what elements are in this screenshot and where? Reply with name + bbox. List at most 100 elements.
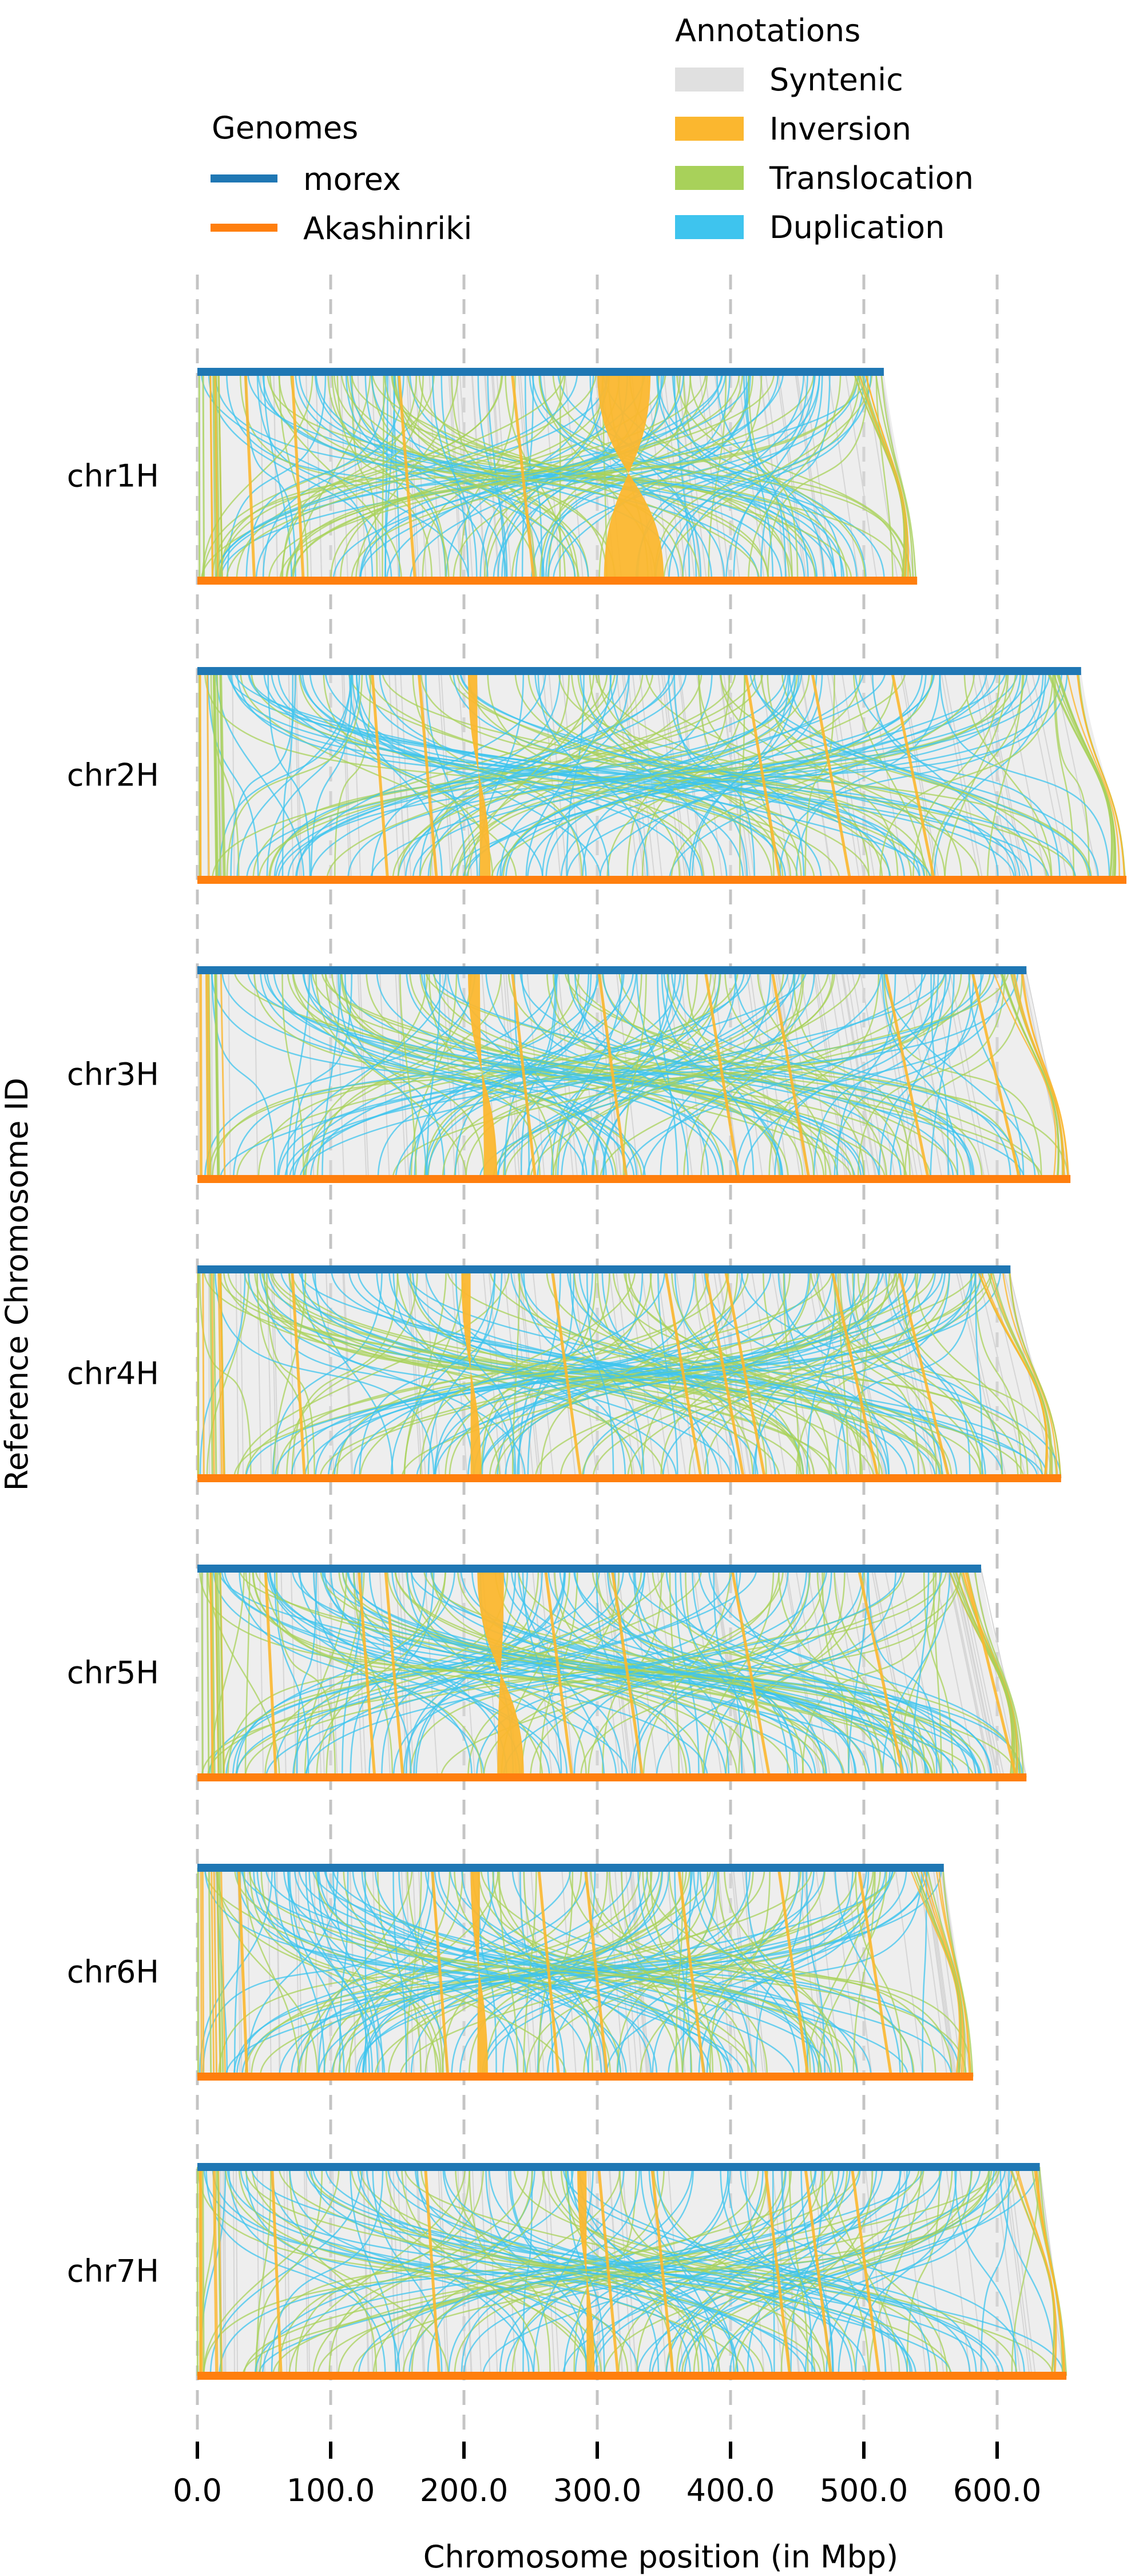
duplication-link [882, 1568, 951, 1778]
duplication-link [295, 670, 803, 880]
inversion-region [467, 671, 491, 880]
duplication-link [355, 670, 587, 880]
duplication-link [281, 670, 294, 880]
duplication-link [592, 2166, 902, 2376]
x-tick-label: 300.0 [553, 2472, 642, 2508]
translocation-link [285, 371, 857, 581]
duplication-link [838, 2166, 908, 2376]
duplication-link [339, 1867, 349, 2077]
syntenic-strand [260, 371, 264, 581]
translocation-link [223, 1269, 815, 1479]
duplication-link [303, 970, 720, 1180]
duplication-link [225, 371, 489, 581]
duplication-link [557, 970, 623, 1180]
duplication-link [854, 670, 1021, 880]
duplication-link [537, 670, 648, 880]
syntenic-strand [1031, 670, 1076, 880]
duplication-link [359, 1269, 503, 1479]
translocation-link [433, 970, 831, 1180]
duplication-link [332, 1867, 384, 2077]
duplication-link [289, 2166, 589, 2376]
inversion-link [211, 1867, 215, 2077]
translocation-link [942, 1867, 974, 2077]
inversion-link [199, 970, 202, 1180]
translocation-link [211, 670, 764, 880]
translocation-link [201, 371, 313, 581]
duplication-link [933, 670, 1046, 880]
translocation-link [216, 1568, 222, 1778]
duplication-link [345, 371, 545, 581]
inversion-thin [810, 671, 852, 880]
duplication-link [443, 2166, 867, 2376]
duplication-link [302, 970, 862, 1180]
duplication-link [276, 970, 447, 1180]
translocation-link [291, 1269, 399, 1479]
inversion-link [200, 2166, 203, 2376]
translocation-link [717, 1867, 811, 2077]
inversion-region [467, 970, 498, 1179]
translocation-link [912, 670, 1001, 880]
translocation-link [682, 371, 793, 581]
duplication-link [410, 1568, 959, 1778]
duplication-link [672, 371, 809, 581]
inversion-thin [271, 2167, 283, 2376]
translocation-link [371, 371, 760, 581]
duplication-link [890, 970, 947, 1180]
duplication-link [752, 1269, 950, 1479]
duplication-link [665, 1568, 927, 1778]
duplication-link [655, 371, 872, 581]
translocation-link [208, 1867, 212, 2077]
duplication-link [425, 670, 466, 880]
duplication-link [455, 1269, 517, 1479]
legend-label: Translocation [769, 160, 974, 196]
inversion-link [202, 1269, 205, 1479]
translocation-link [405, 1867, 422, 2077]
chromosome-panel-chr1H: chr1H [67, 368, 918, 585]
translocation-link [396, 1269, 501, 1479]
translocation-link [618, 970, 839, 1180]
syntenic-strand [1024, 670, 1069, 880]
inversion-thin [417, 671, 438, 880]
inversion-link [219, 1269, 225, 1479]
chromosome-panel-chr2H: chr2H [67, 667, 1127, 884]
translocation-link [683, 970, 805, 1180]
duplication-link [656, 2166, 931, 2376]
syntenic-strand [677, 371, 702, 581]
translocation-link [804, 670, 835, 880]
inversion-thin [291, 372, 305, 581]
inversion-link [209, 371, 213, 581]
translocation-link [403, 1269, 447, 1479]
translocation-link [783, 1269, 800, 1479]
translocation-link [649, 1867, 693, 2077]
inversion-thin [650, 2167, 674, 2376]
syntenic-strand [608, 2166, 623, 2376]
inversion-thin [291, 1269, 306, 1478]
translocation-link [538, 371, 911, 581]
translocation-link [534, 1269, 992, 1479]
translocation-link [1001, 970, 1060, 1180]
inversion-region [461, 1269, 482, 1478]
translocation-link [305, 970, 428, 1180]
duplication-link [312, 2166, 1064, 2376]
legend-label: Inversion [769, 111, 911, 147]
inversion-thin [770, 970, 811, 1179]
syntenic-strand [699, 371, 725, 581]
duplication-link [299, 970, 946, 1180]
duplication-link [267, 670, 311, 880]
duplication-link [245, 1867, 339, 2077]
duplication-link [574, 1568, 992, 1778]
translocation-link [703, 1568, 775, 1778]
duplication-link [482, 2166, 943, 2376]
chromosome-label: chr4H [67, 1356, 159, 1392]
translocation-link [669, 1568, 680, 1778]
translocation-link [338, 1867, 687, 2077]
translocation-link [628, 1269, 926, 1479]
translocation-link [883, 970, 1042, 1180]
translocation-link [601, 970, 825, 1180]
inversion-link [220, 1867, 227, 2077]
translocation-link [212, 1269, 217, 1479]
translocation-link [626, 670, 731, 880]
inversion-link [909, 1867, 961, 2077]
duplication-link [813, 970, 939, 1180]
translocation-link [383, 371, 616, 581]
